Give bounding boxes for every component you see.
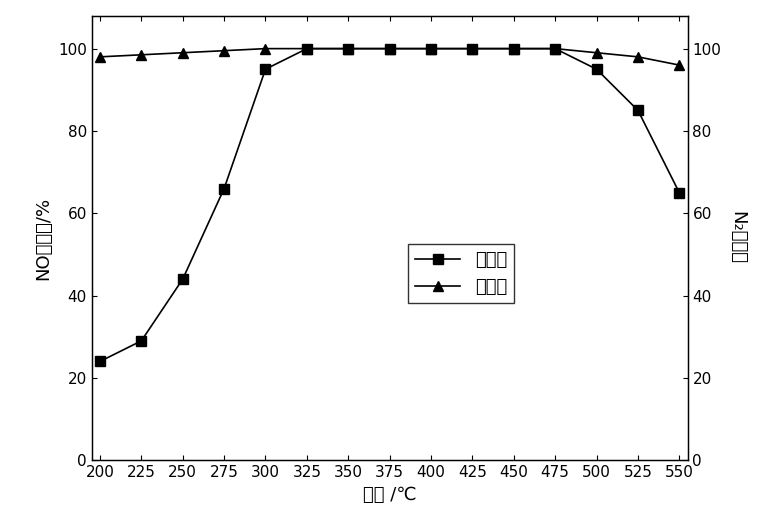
X-axis label: 温度 /℃: 温度 /℃ [363,486,416,504]
Y-axis label: NO转化率/%: NO转化率/% [34,197,53,279]
转化率 [178,276,187,282]
转化率 [344,46,353,52]
转化率 [137,338,146,344]
转化率 [509,46,518,52]
Y-axis label: N₂选择性: N₂选择性 [728,211,746,265]
Legend: 转化率, 选择性: 转化率, 选择性 [408,244,514,303]
转化率 [219,186,228,192]
选择性 [468,46,477,52]
转化率 [468,46,477,52]
选择性 [509,46,518,52]
选择性 [96,54,105,60]
选择性 [385,46,394,52]
转化率 [592,66,601,72]
转化率 [675,189,684,196]
转化率 [426,46,435,52]
转化率 [96,358,105,365]
选择性 [551,46,560,52]
转化率 [551,46,560,52]
选择性 [219,48,228,54]
选择性 [675,62,684,68]
选择性 [137,52,146,58]
选择性 [261,46,270,52]
转化率 [303,46,312,52]
转化率 [385,46,394,52]
转化率 [261,66,270,72]
选择性 [426,46,435,52]
选择性 [303,46,312,52]
转化率 [633,107,643,113]
选择性 [633,54,643,60]
Line: 选择性: 选择性 [95,44,685,70]
Line: 转化率: 转化率 [95,44,685,366]
选择性 [592,50,601,56]
选择性 [178,50,187,56]
选择性 [344,46,353,52]
